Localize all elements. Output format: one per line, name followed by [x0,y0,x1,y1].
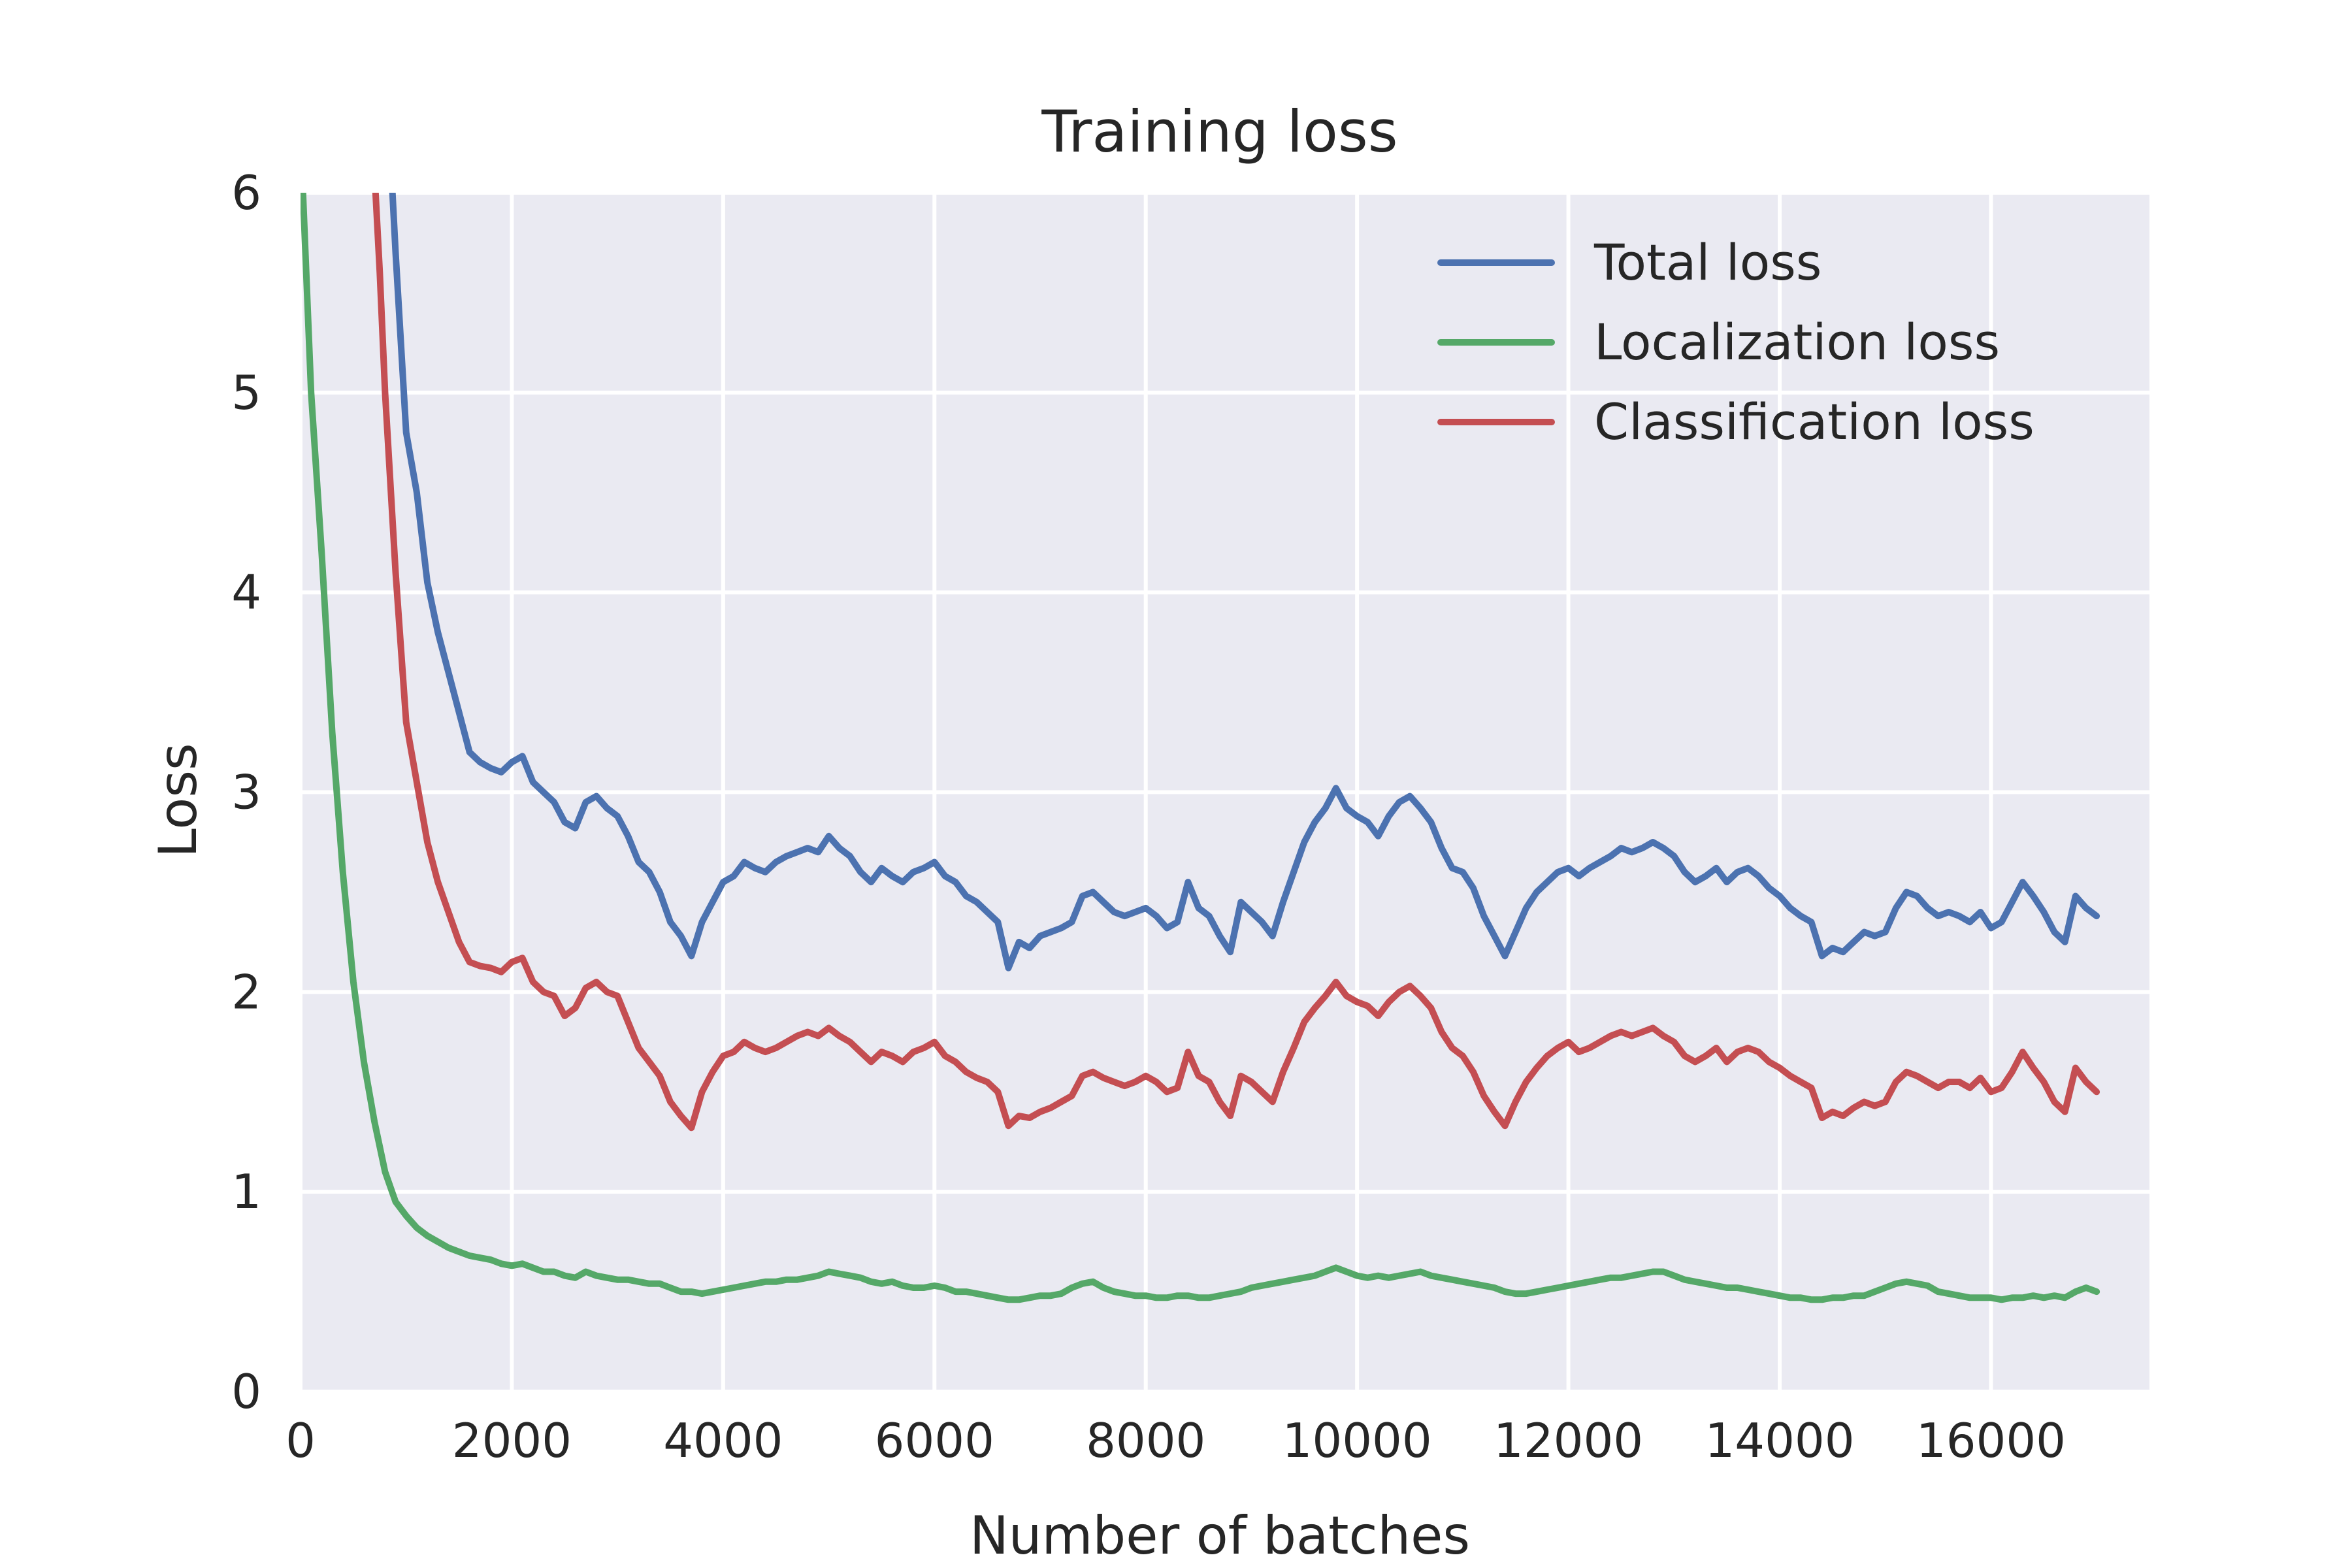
x-axis-label: Number of batches [970,1505,1470,1566]
y-tick-label: 4 [231,565,261,620]
y-axis-label: Loss [148,743,208,857]
legend-label-2: Localization loss [1594,313,2000,371]
x-tick-labels: 0 2000 4000 6000 8000 10000 12000 14000 16000 [286,1413,2066,1468]
series-line-3 [372,193,2100,1132]
x-tick-label: 6000 [875,1413,994,1468]
chart-title: Training loss [1041,98,1397,165]
series-lines [301,193,2100,1303]
y-tick-labels: 0 1 2 3 4 5 6 [231,165,261,1419]
x-tick-label: 0 [286,1413,316,1468]
y-tick-label: 3 [231,765,261,820]
legend: Total loss Localization loss Classificatio… [1437,233,2034,451]
x-tick-label: 14000 [1705,1413,1854,1468]
x-tick-label: 12000 [1494,1413,1643,1468]
y-tick-label: 0 [231,1364,261,1419]
y-tick-label: 5 [231,365,261,420]
y-tick-label: 1 [231,1164,261,1219]
series-line-2 [301,193,2100,1303]
x-tick-label: 8000 [1086,1413,1205,1468]
grid [299,191,2149,1394]
legend-label-1: Total loss [1593,233,1821,291]
x-tick-label: 2000 [452,1413,572,1468]
x-tick-label: 16000 [1916,1413,2066,1468]
x-tick-label: 10000 [1282,1413,1432,1468]
x-tick-label: 4000 [663,1413,783,1468]
y-tick-label: 6 [231,165,261,220]
y-tick-label: 2 [231,964,261,1019]
legend-label-3: Classification loss [1594,393,2034,451]
series-line-1 [389,193,2100,972]
